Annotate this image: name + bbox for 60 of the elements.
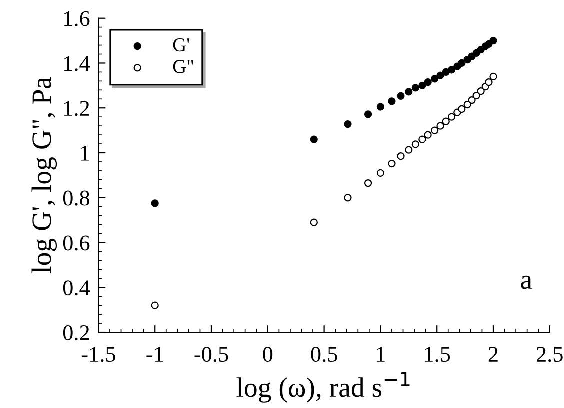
point (405, 146, 413, 154)
x-tick-label: 1.5 (425, 347, 450, 362)
legend-label: G" (173, 60, 194, 74)
point (310, 218, 318, 226)
point (151, 200, 159, 208)
point (468, 96, 476, 104)
point (490, 72, 498, 81)
point (424, 78, 432, 86)
point (464, 100, 472, 109)
point (448, 66, 456, 74)
point (151, 302, 159, 310)
x-tick-label: -0.5 (194, 347, 228, 362)
x-tick-label: 0.5 (311, 347, 338, 362)
point (344, 120, 352, 128)
point (412, 140, 420, 148)
annotation: a (521, 276, 532, 290)
y-tick-label: 1.2 (64, 101, 90, 116)
point (397, 152, 405, 160)
x-tick-label: -1 (146, 347, 164, 362)
point (442, 118, 450, 126)
point (490, 36, 498, 45)
point (397, 92, 405, 100)
point (436, 72, 444, 80)
point (485, 78, 493, 86)
point (344, 194, 352, 202)
y-tick-label: 0.2 (63, 325, 90, 341)
x-tick-label: 2 (488, 347, 498, 362)
point (431, 75, 439, 83)
point (364, 179, 372, 188)
point (477, 87, 485, 96)
y-tick-label: 0.8 (63, 190, 90, 206)
y-tick-label: 1.6 (64, 11, 90, 26)
legend-label: G' (173, 38, 190, 52)
point (388, 160, 396, 168)
point (418, 136, 426, 144)
point (448, 113, 456, 121)
point (412, 84, 420, 92)
x-tick-label: -1.5 (82, 347, 116, 362)
point (431, 126, 439, 134)
x-tick-label: 2.5 (536, 347, 563, 362)
point (405, 88, 413, 96)
y-axis-title: log G', log G", Pa (32, 77, 58, 274)
point (436, 122, 444, 130)
point (310, 136, 318, 144)
x-axis-title: log (ω), rad s$^{−1}$ (236, 372, 410, 403)
y-tick-label: 1.4 (64, 56, 90, 72)
point (388, 98, 396, 106)
x-tick-label: 1 (377, 347, 385, 362)
point (376, 169, 385, 178)
y-tick-label: 1 (81, 146, 90, 161)
point (364, 110, 372, 118)
y-tick-label: 0.4 (63, 280, 90, 296)
point (458, 59, 466, 68)
point (376, 103, 385, 111)
point (424, 131, 432, 139)
point (472, 92, 480, 100)
point (458, 105, 466, 114)
x-tick-label: 0 (263, 347, 273, 362)
y-tick-label: 0.6 (63, 236, 90, 251)
point (418, 82, 426, 90)
